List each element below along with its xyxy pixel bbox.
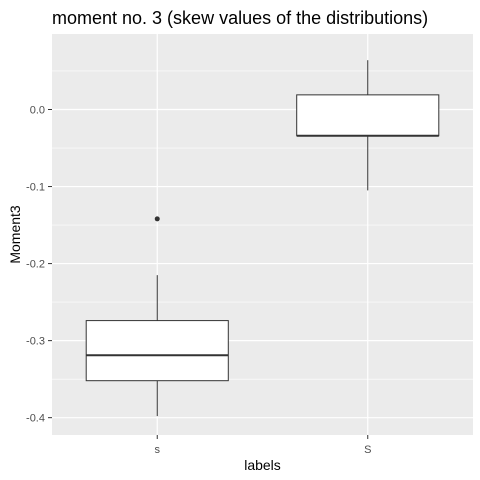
chart-title: moment no. 3 (skew values of the distrib… <box>52 8 428 28</box>
box-iqr <box>85 320 229 382</box>
outlier-point <box>154 216 160 222</box>
box-series <box>85 60 440 417</box>
y-tick-label: -0.3 <box>26 336 45 348</box>
y-tick-label: -0.2 <box>26 259 45 271</box>
y-axis: 0.0 -0.1 -0.2 -0.3 -0.4 <box>26 105 52 425</box>
y-tick-label: -0.1 <box>26 182 45 194</box>
y-tick-label: -0.4 <box>26 413 45 425</box>
box-group-2 <box>296 60 440 191</box>
y-tick-label: 0.0 <box>30 105 45 117</box>
box-group-1 <box>85 216 229 417</box>
x-tick-label: s <box>155 444 161 456</box>
x-tick-label: S <box>364 444 371 456</box>
y-axis-title: Moment3 <box>7 205 23 264</box>
x-axis-title: labels <box>244 457 281 473</box>
box-iqr <box>296 94 440 137</box>
